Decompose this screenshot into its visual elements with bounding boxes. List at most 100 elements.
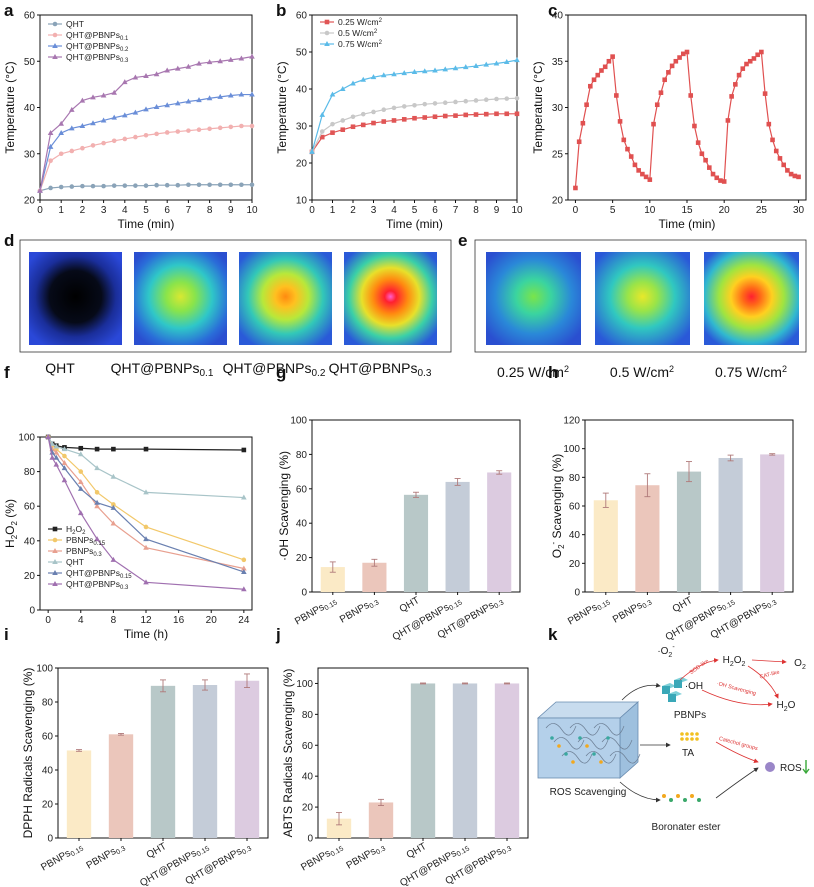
data-point bbox=[101, 183, 106, 189]
thermal-image-025 bbox=[486, 252, 581, 345]
tspan: 0.75 W/cm bbox=[715, 364, 782, 380]
data-point bbox=[228, 182, 234, 188]
data-point bbox=[47, 143, 54, 149]
data-point bbox=[350, 124, 356, 130]
data-point bbox=[514, 57, 520, 63]
data-point bbox=[625, 146, 630, 152]
legend-marker bbox=[52, 32, 58, 38]
data-point bbox=[781, 162, 786, 168]
category-label: QHT@PBNPs0.3 bbox=[184, 841, 254, 887]
legend-marker bbox=[52, 54, 58, 59]
thermal-image-qht bbox=[29, 252, 122, 345]
x-tick-label: 15 bbox=[681, 205, 693, 216]
network-node bbox=[571, 760, 575, 764]
tspan: 0.3 bbox=[241, 845, 253, 856]
bar bbox=[635, 485, 660, 592]
tspan: 0.3 bbox=[501, 845, 513, 856]
data-point bbox=[339, 86, 346, 91]
category-label: PBNPs0.15 bbox=[293, 595, 339, 628]
legend-marker bbox=[52, 581, 58, 586]
bar bbox=[326, 818, 352, 838]
data-point bbox=[677, 55, 682, 60]
data-point bbox=[228, 92, 234, 98]
data-point bbox=[412, 115, 417, 121]
thermal-caption-d: QHT bbox=[45, 360, 75, 376]
legend-entry: QHT@PBNPs0.3 bbox=[66, 579, 129, 591]
network-node bbox=[557, 744, 561, 748]
data-point bbox=[330, 130, 335, 135]
data-point bbox=[770, 137, 775, 143]
legend-entry: H2O2 bbox=[66, 524, 86, 536]
tspan: 2 bbox=[374, 29, 378, 35]
data-point bbox=[504, 111, 510, 117]
panel-label-h: h bbox=[548, 363, 558, 382]
data-point bbox=[122, 183, 128, 188]
tspan: 0.1 bbox=[199, 368, 213, 379]
data-point bbox=[350, 80, 356, 86]
data-point bbox=[483, 61, 490, 67]
tspan: 2 bbox=[730, 661, 734, 668]
y-axis-label: Temperature (°C) bbox=[531, 61, 545, 153]
data-point bbox=[196, 60, 202, 66]
data-point bbox=[381, 119, 387, 124]
data-point bbox=[132, 109, 139, 115]
y-tick-label: 0 bbox=[301, 588, 307, 599]
data-point bbox=[718, 178, 723, 183]
ta-molecule bbox=[680, 732, 684, 736]
x-tick-label: 4 bbox=[78, 615, 84, 626]
legend-entry: PBNPs0.3 bbox=[66, 546, 102, 558]
data-point bbox=[196, 182, 202, 188]
sod-arrow bbox=[679, 658, 719, 681]
x-tick-label: 3 bbox=[371, 205, 377, 216]
y-tick-label: 100 bbox=[563, 444, 580, 455]
tspan: O bbox=[788, 700, 796, 711]
tspan: H bbox=[777, 700, 784, 711]
tspan: O bbox=[75, 524, 82, 534]
data-point bbox=[143, 544, 149, 550]
tspan: 0.3 bbox=[120, 58, 129, 64]
data-point bbox=[432, 114, 438, 120]
tspan: 2 bbox=[82, 530, 86, 536]
thermal-caption-d: QHT@PBNPs0.1 bbox=[111, 360, 214, 379]
legend-marker bbox=[52, 570, 58, 575]
data-point bbox=[725, 118, 731, 123]
data-point bbox=[122, 136, 128, 142]
legend-entry: QHT@PBNPs0.3 bbox=[66, 52, 129, 64]
data-point bbox=[58, 151, 64, 157]
data-point bbox=[692, 123, 697, 129]
bar bbox=[150, 685, 176, 838]
tspan: 2 bbox=[742, 661, 746, 668]
tspan: ·O bbox=[657, 646, 668, 657]
data-point bbox=[133, 183, 138, 188]
y-tick-label: 30 bbox=[24, 149, 36, 160]
tspan: QHT bbox=[405, 841, 429, 861]
cat-like-label: CAT-like bbox=[759, 669, 780, 680]
data-point bbox=[360, 122, 366, 128]
data-point bbox=[588, 83, 593, 89]
tspan: 2 bbox=[72, 530, 76, 536]
x-axis-label: Time (min) bbox=[118, 217, 175, 231]
legend-entry: QHT@PBNPs0.1 bbox=[66, 30, 129, 42]
tspan: QHT bbox=[45, 360, 75, 376]
x-tick-label: 24 bbox=[238, 615, 250, 626]
data-point bbox=[714, 175, 720, 181]
x-tick-label: 9 bbox=[494, 205, 500, 216]
series-c-0 bbox=[573, 49, 801, 191]
tspan: 0.3 bbox=[641, 599, 653, 610]
data-point bbox=[78, 445, 84, 451]
tspan: QHT@PBNPs bbox=[66, 30, 120, 40]
data-point bbox=[94, 503, 100, 509]
data-point bbox=[788, 171, 794, 177]
data-point bbox=[391, 118, 397, 123]
data-point bbox=[766, 121, 772, 127]
arrow bbox=[621, 682, 661, 701]
boronate-label: Boronater ester bbox=[652, 822, 722, 833]
data-point bbox=[175, 182, 181, 188]
data-point bbox=[658, 90, 664, 95]
data-point bbox=[175, 65, 181, 71]
series-f-5 bbox=[45, 434, 247, 592]
data-point bbox=[217, 58, 223, 64]
oh-scavenging-label: ·OH Scavenging bbox=[716, 681, 757, 697]
network-strand bbox=[569, 723, 601, 736]
data-point bbox=[69, 106, 75, 112]
